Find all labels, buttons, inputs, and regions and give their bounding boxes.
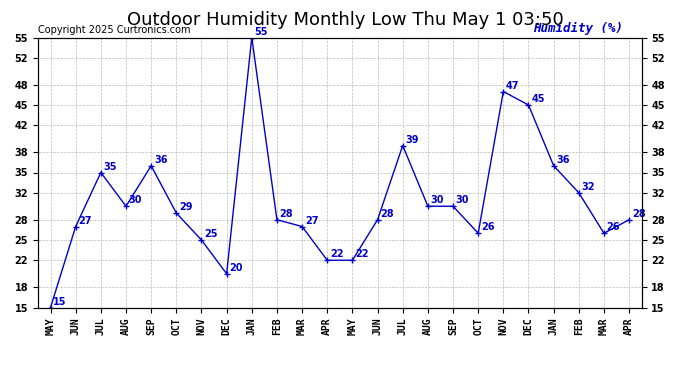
Text: 30: 30 [431,195,444,206]
Text: 26: 26 [481,222,495,232]
Text: 55: 55 [255,27,268,37]
Text: 32: 32 [582,182,595,192]
Text: Outdoor Humidity Monthly Low Thu May 1 03:50: Outdoor Humidity Monthly Low Thu May 1 0… [127,11,563,29]
Text: 30: 30 [129,195,142,206]
Text: 36: 36 [154,155,168,165]
Text: 35: 35 [104,162,117,172]
Text: 15: 15 [53,297,67,307]
Text: 39: 39 [406,135,419,145]
Text: 47: 47 [506,81,520,91]
Text: 25: 25 [204,229,218,239]
Text: 20: 20 [229,263,243,273]
Text: Humidity (%): Humidity (%) [533,22,623,35]
Text: 22: 22 [355,249,368,259]
Text: 36: 36 [556,155,570,165]
Text: 22: 22 [330,249,344,259]
Text: 45: 45 [531,94,545,104]
Text: 26: 26 [607,222,620,232]
Text: Copyright 2025 Curtronics.com: Copyright 2025 Curtronics.com [38,25,190,35]
Text: 28: 28 [632,209,646,219]
Text: 28: 28 [380,209,394,219]
Text: 27: 27 [305,216,318,226]
Text: 28: 28 [279,209,293,219]
Text: 30: 30 [456,195,469,206]
Text: 27: 27 [79,216,92,226]
Text: 29: 29 [179,202,193,212]
